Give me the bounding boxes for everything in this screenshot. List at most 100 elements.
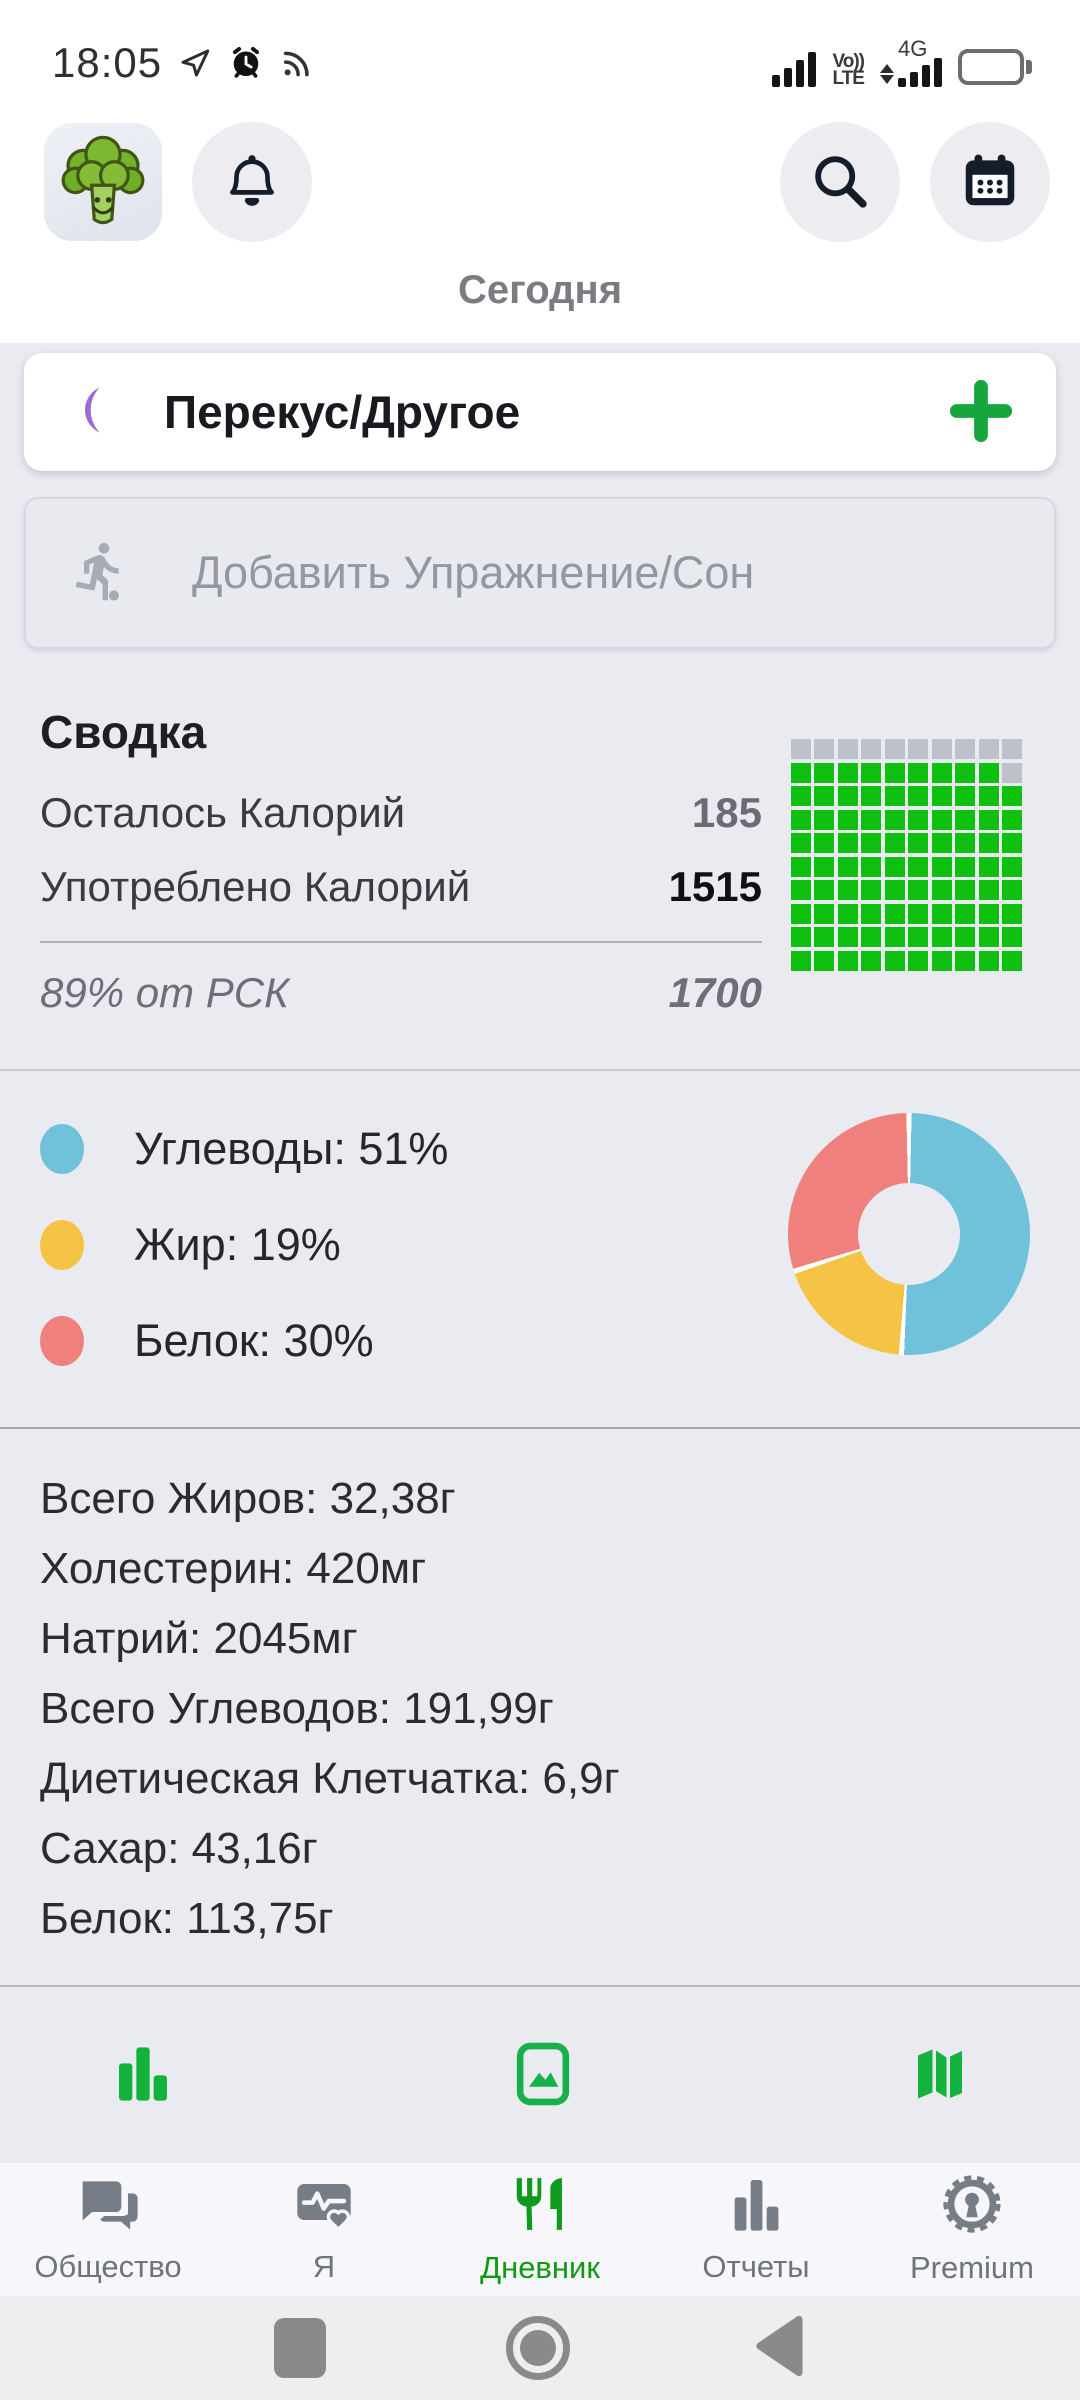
grid-cell-filled [790,880,811,900]
bar-chart-icon [724,2172,788,2239]
stats-icon [110,2042,176,2109]
quick-action-map[interactable] [910,2042,970,2109]
grid-cell-filled [884,856,905,877]
grid-cell-filled [790,786,811,806]
grid-cell-empty [790,739,811,759]
grid-cell-filled [931,856,952,877]
grid-cell-filled [814,950,834,971]
grid-cell-filled [955,950,975,971]
meal-card-title: Перекус/Другое [164,386,521,438]
legend-item: Жир: 19% [40,1219,1040,1271]
quick-action-stats[interactable] [110,2042,176,2109]
legend-item: Белок: 30% [40,1315,1040,1367]
grid-cell-filled [978,950,999,971]
grid-cell-filled [1002,950,1022,971]
grid-cell-filled [814,786,834,806]
legend-label: Жир: 19% [134,1219,341,1270]
search-button[interactable] [780,122,900,242]
grid-cell-filled [884,833,905,853]
grid-cell-filled [790,762,811,783]
broccoli-avatar[interactable] [44,123,162,241]
grid-cell-filled [837,950,858,971]
grid-cell-empty [861,739,881,759]
grid-cell-filled [908,762,928,783]
grid-cell-filled [955,903,975,924]
grid-cell-filled [814,927,834,947]
macro-donut-chart [788,1113,1030,1355]
grid-cell-empty [978,739,999,759]
legend-label: Углеводы: 51% [134,1123,449,1174]
grid-cell-filled [837,809,858,830]
android-recents-button[interactable] [274,2317,326,2378]
grid-cell-filled [837,786,858,806]
grid-cell-filled [978,903,999,924]
recents-square-icon [274,2317,326,2378]
nutrient-row: Холестерин: 420мг [40,1544,427,1593]
nav-item-я[interactable]: Я [216,2163,432,2296]
nutrients-list: Всего Жиров: 32,38г Холестерин: 420мг Натр… [0,1429,1080,1985]
header: 18:05 [0,0,1080,343]
volte-icon: Vo)) LTE [832,50,865,89]
android-home-button[interactable] [506,2315,570,2380]
grid-cell-filled [955,833,975,853]
nav-item-отчеты[interactable]: Отчеты [648,2163,864,2296]
grid-cell-filled [931,927,952,947]
calorie-progress-grid [790,739,1022,971]
nutrient-row: Диетическая Клетчатка: 6,9г [40,1754,620,1803]
grid-cell-filled [931,833,952,853]
grid-cell-filled [978,762,999,783]
grid-cell-filled [978,809,999,830]
nav-item-дневник[interactable]: Дневник [432,2163,648,2296]
photo-icon [514,2041,572,2110]
legend-dot [40,1220,84,1270]
grid-cell-filled [908,903,928,924]
grid-cell-filled [931,950,952,971]
grid-cell-empty [955,739,975,759]
nutrient-row: Натрий: 2045мг [40,1614,358,1663]
quick-actions-row [0,1987,1080,2163]
grid-cell-filled [955,880,975,900]
grid-cell-filled [908,856,928,877]
quick-action-photo[interactable] [514,2041,572,2110]
grid-cell-filled [861,856,881,877]
legend-dot [40,1316,84,1366]
grid-cell-filled [955,762,975,783]
grid-cell-filled [790,833,811,853]
grid-cell-filled [814,880,834,900]
calendar-button[interactable] [930,122,1050,242]
summary-divider [40,941,762,943]
grid-cell-filled [837,833,858,853]
android-nav-bar [0,2295,1080,2400]
plus-icon [948,378,1014,447]
4g-signal-icon: 4G [880,37,942,87]
rda-label: 89% от РСК [40,969,289,1016]
add-exercise-input[interactable]: Добавить Упражнение/Сон [24,497,1056,649]
grid-cell-filled [978,786,999,806]
section-divider [0,1069,1080,1071]
rss-icon [280,46,314,80]
grid-cell-filled [884,950,905,971]
meal-card-snack[interactable]: Перекус/Другое [24,353,1056,471]
section-divider [0,1985,1080,1987]
notifications-button[interactable] [192,122,312,242]
grid-cell-filled [931,786,952,806]
summary-row-label: Употреблено Калорий [40,863,471,910]
date-title[interactable]: Сегодня [457,268,623,312]
grid-cell-filled [978,927,999,947]
grid-cell-filled [884,927,905,947]
nav-item-label: Premium [909,2249,1034,2285]
grid-cell-filled [908,927,928,947]
chat-icon [73,2172,143,2239]
legend-item: Углеводы: 51% [40,1123,1040,1175]
add-food-button[interactable] [948,378,1014,447]
summary-row-value: 1515 [668,863,762,910]
exercise-placeholder: Добавить Упражнение/Сон [192,547,755,598]
nav-item-premium[interactable]: Premium [864,2163,1080,2296]
grid-cell-filled [790,809,811,830]
grid-cell-filled [1002,856,1022,877]
macros-section: Углеводы: 51% Жир: 19% Белок: 30% [0,1071,1080,1427]
navigation-arrow-icon [178,46,212,80]
android-back-button[interactable] [750,2311,806,2384]
diary-content: Перекус/Другое Добавить Упражнение/Сон С… [0,343,1080,2163]
nav-item-общество[interactable]: Общество [0,2163,216,2296]
